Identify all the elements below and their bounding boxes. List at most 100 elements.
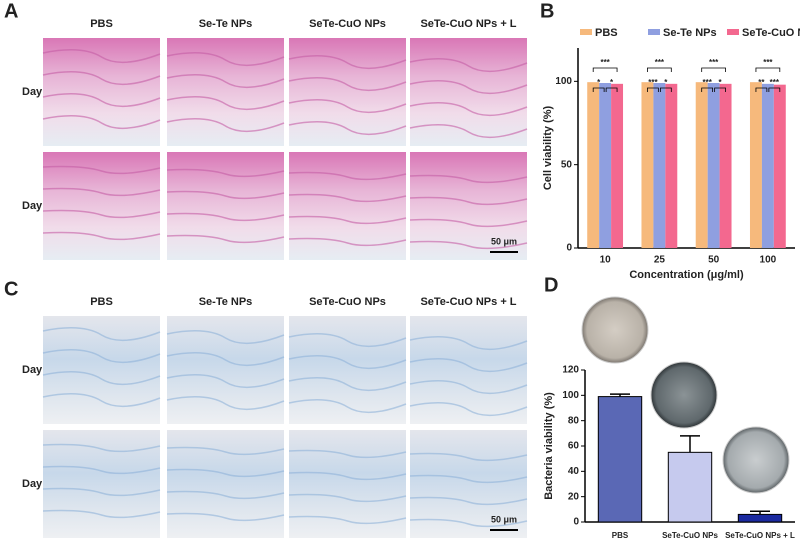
significance-bracket [592, 87, 605, 92]
tissue-texture [42, 71, 161, 85]
tissue-texture [409, 240, 528, 250]
tissue-texture [409, 474, 528, 484]
y-tick-label: 80 [568, 415, 580, 426]
panel-label: D [544, 274, 558, 296]
petri-dish-photo [722, 426, 790, 494]
image-tile [43, 152, 160, 260]
tissue-texture [42, 115, 161, 129]
tissue-texture [166, 74, 285, 88]
error-bar [750, 510, 770, 515]
tissue-texture [166, 96, 285, 110]
tissue-texture [42, 393, 161, 407]
tissue-texture [409, 358, 528, 372]
y-tick-label: 20 [568, 491, 580, 502]
y-tick-label: 40 [568, 466, 580, 477]
image-tile [43, 38, 160, 146]
tissue-texture [288, 399, 407, 413]
y-tick-label: 100 [555, 76, 572, 87]
significance-bracket [701, 67, 726, 72]
tissue-texture [42, 231, 161, 241]
y-tick-label: 100 [562, 390, 579, 401]
y-axis-label: Bacteria viability (%) [543, 392, 555, 500]
panel-label: C [4, 278, 18, 300]
bar [667, 451, 713, 523]
column-header: SeTe-CuO NPs [309, 18, 386, 30]
bar [761, 83, 774, 248]
tissue-texture [166, 168, 285, 178]
image-tile [167, 152, 284, 260]
tissue-texture [409, 58, 528, 72]
panel-label: B [540, 0, 554, 22]
tissue-texture [409, 196, 528, 206]
tissue-texture [166, 374, 285, 388]
tissue-texture [288, 355, 407, 369]
tissue-texture [42, 93, 161, 107]
bar [665, 83, 678, 248]
tissue-texture [409, 380, 528, 394]
tissue-texture [42, 509, 161, 519]
tissue-texture [42, 465, 161, 475]
significance-label: *** [600, 58, 610, 67]
significance-label: *** [709, 58, 719, 67]
y-tick-label: 120 [562, 365, 579, 376]
significance-label: *** [763, 58, 773, 67]
image-tile [167, 316, 284, 424]
significance-bracket [701, 87, 714, 92]
x-tick-label: PBS [612, 531, 629, 540]
y-tick-label: 0 [573, 517, 579, 528]
tissue-texture [42, 349, 161, 363]
significance-label: * [610, 78, 614, 87]
tissue-texture [166, 52, 285, 66]
tissue-texture [409, 124, 528, 138]
tissue-texture [288, 449, 407, 459]
tissue-texture [288, 99, 407, 113]
petri-dish-photo [650, 361, 718, 429]
tissue-texture [42, 371, 161, 385]
y-tick-label: 60 [568, 441, 580, 452]
tissue-texture [42, 327, 161, 341]
significance-label: * [719, 78, 723, 87]
x-tick-label: 50 [708, 255, 720, 266]
image-tile [43, 316, 160, 424]
x-tick-label: 25 [654, 255, 666, 266]
significance-label: *** [702, 78, 712, 87]
tissue-texture [409, 402, 528, 416]
bar [599, 83, 612, 248]
significance-label: * [664, 78, 668, 87]
tissue-texture [288, 377, 407, 391]
tissue-texture [288, 471, 407, 481]
y-tick-label: 50 [561, 159, 573, 170]
image-tile [289, 430, 406, 538]
bar [695, 82, 708, 249]
panel-label: A [4, 0, 18, 22]
tissue-texture [288, 333, 407, 347]
tissue-texture [409, 518, 528, 528]
bar [597, 396, 643, 523]
bar [737, 513, 783, 523]
x-tick-label: 100 [760, 255, 777, 266]
y-axis-label: Cell viability (%) [542, 105, 554, 190]
tissue-texture [166, 446, 285, 456]
x-tick-label: 10 [600, 255, 612, 266]
tissue-texture [42, 165, 161, 175]
column-header: PBS [90, 18, 113, 30]
column-header: SeTe-CuO NPs [309, 296, 386, 308]
scale-bar-label: 50 μm [491, 514, 517, 524]
significance-label: * [597, 78, 601, 87]
significance-bracket [659, 87, 672, 92]
x-axis-label: Concentration (μg/ml) [629, 269, 744, 281]
tissue-texture [409, 452, 528, 462]
legend-swatch [648, 29, 660, 35]
error-bar [680, 435, 700, 453]
tissue-texture [288, 121, 407, 135]
legend-label: PBS [595, 27, 618, 39]
tissue-texture [288, 515, 407, 525]
tissue-texture [166, 512, 285, 522]
tissue-texture [288, 193, 407, 203]
significance-bracket [755, 87, 768, 92]
tissue-texture [166, 330, 285, 344]
column-header: PBS [90, 296, 113, 308]
bar [587, 82, 600, 249]
image-tile [167, 38, 284, 146]
